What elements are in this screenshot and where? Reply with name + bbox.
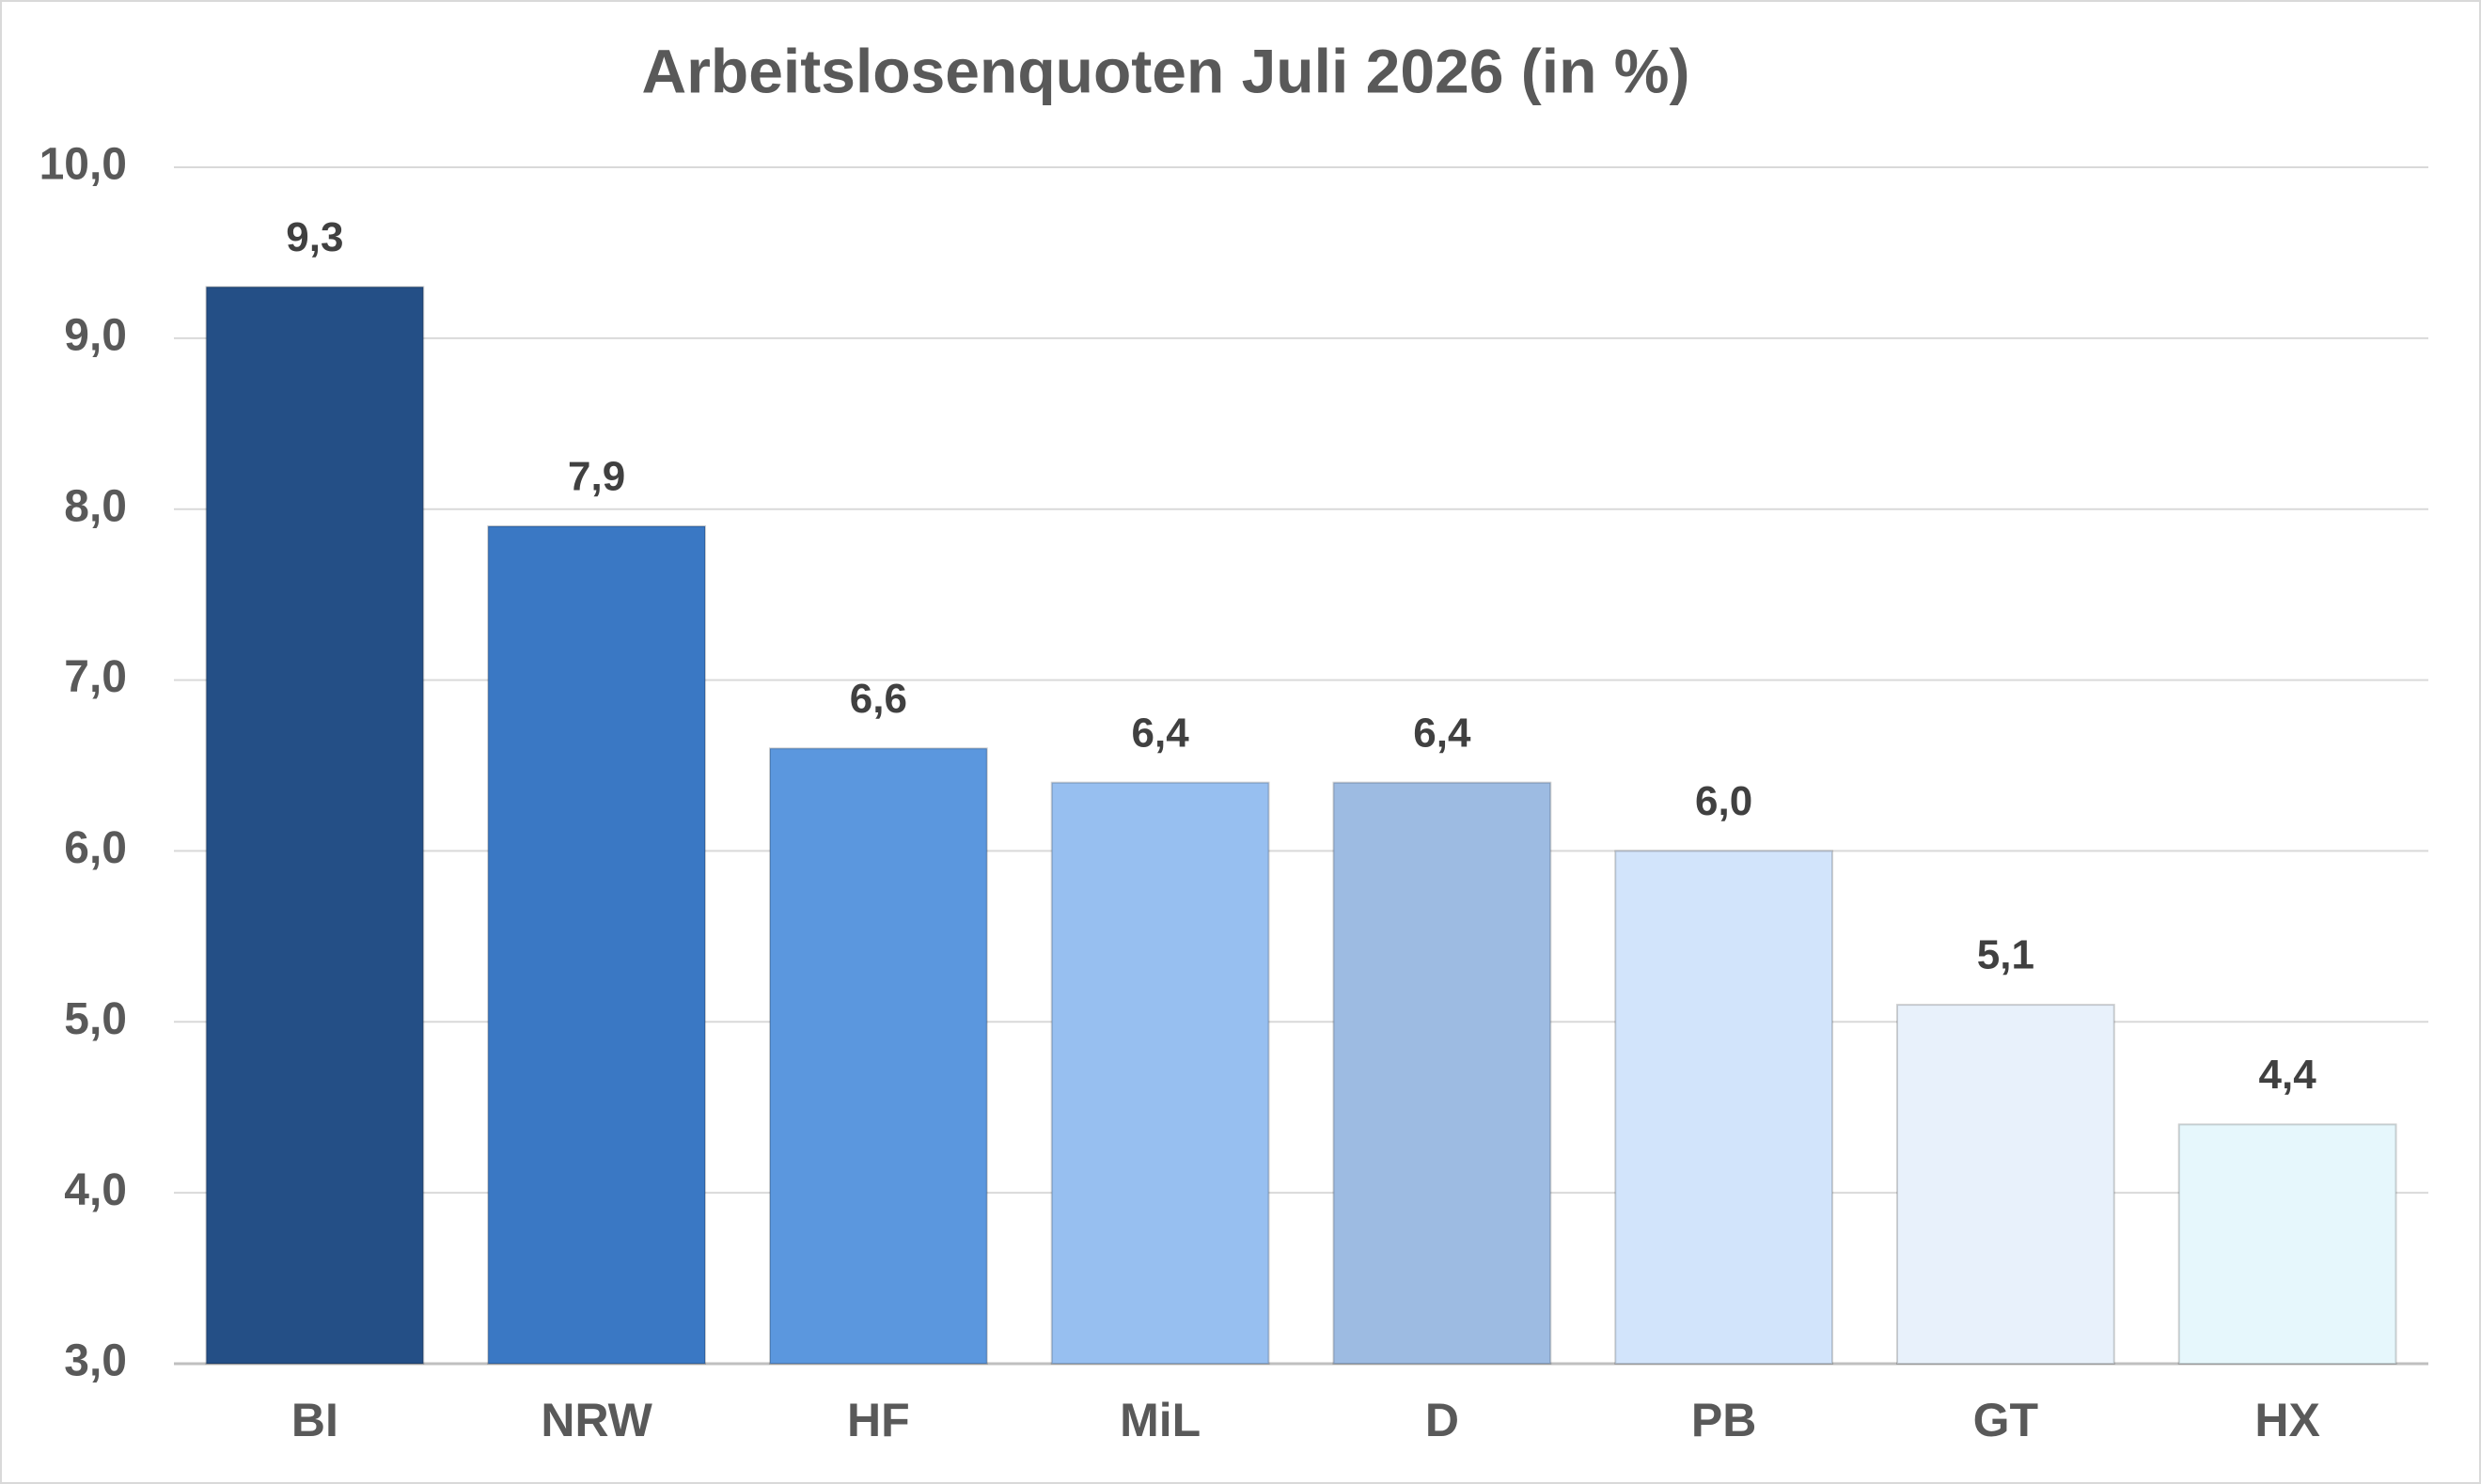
y-tick-label: 9,0 [64,311,127,361]
bar [1614,850,1834,1365]
bar [1895,1004,2115,1365]
bar [205,286,425,1365]
chart-title: Arbeitslosenquoten Juli 2026 (in %) [642,36,1690,105]
x-tick-label: HX [2254,1394,2319,1446]
y-tick-label: 7,0 [64,652,127,702]
bar [768,747,988,1365]
x-tick-label: HF [847,1394,910,1446]
x-tick-label: MiL [1120,1394,1201,1446]
y-tick-label: 4,0 [64,1165,127,1215]
value-label: 5,1 [1977,932,2034,978]
x-tick-label: D [1425,1394,1459,1446]
y-tick-label: 10,0 [39,140,127,190]
bar [1050,781,1270,1365]
bar [1332,781,1552,1365]
value-label: 6,4 [1132,710,1190,756]
x-tick-label: GT [1973,1394,2038,1446]
y-tick-label: 5,0 [64,994,127,1044]
bar [487,524,707,1365]
x-tick-label: PB [1691,1394,1756,1446]
value-label: 6,4 [1413,710,1471,756]
value-label: 7,9 [568,454,625,500]
value-label: 6,0 [1695,778,1752,824]
y-tick-label: 3,0 [64,1336,127,1386]
value-label: 6,6 [850,676,907,722]
y-tick-label: 8,0 [64,481,127,531]
x-tick-label: NRW [541,1394,652,1446]
y-tick-label: 6,0 [64,823,127,873]
value-label: 4,4 [2259,1052,2317,1098]
value-label: 9,3 [286,214,343,260]
bar [2177,1123,2397,1366]
x-tick-label: BI [291,1394,338,1446]
